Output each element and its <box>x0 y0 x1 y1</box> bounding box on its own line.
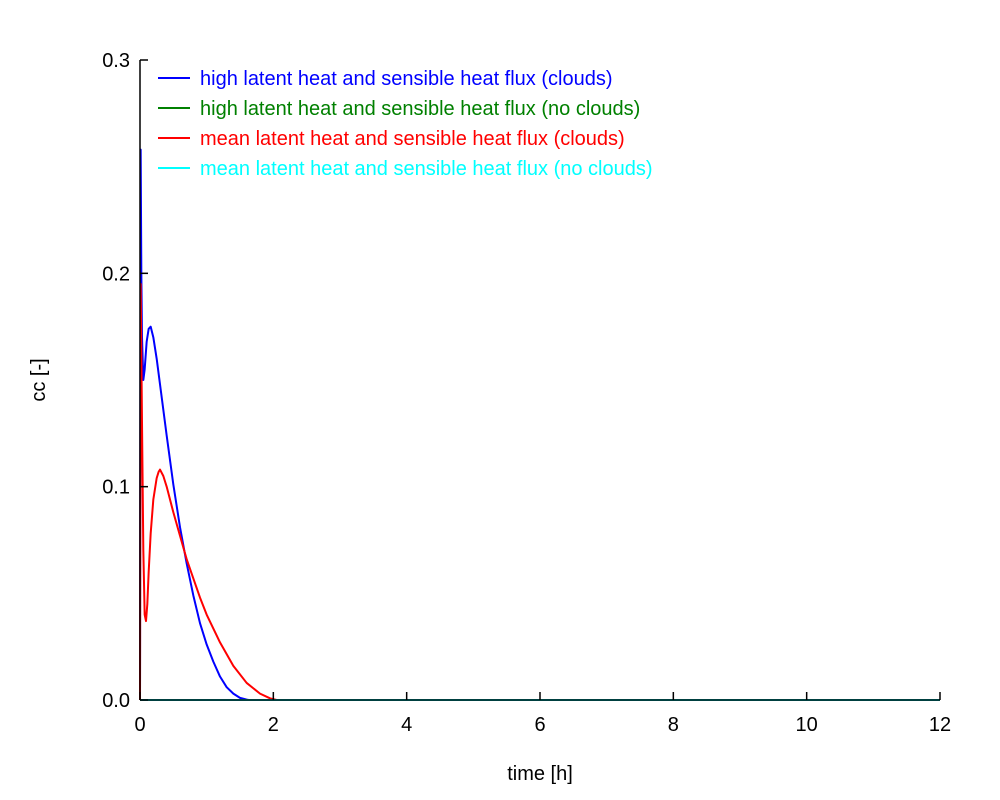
y-tick-label: 0.1 <box>102 477 130 499</box>
legend: high latent heat and sensible heat flux … <box>158 68 653 180</box>
x-tick-label: 10 <box>796 714 818 736</box>
y-tick-label: 0.2 <box>102 263 130 285</box>
x-tick-label: 6 <box>534 714 545 736</box>
legend-entry-1: high latent heat and sensible heat flux … <box>200 68 613 90</box>
x-tick-label: 8 <box>668 714 679 736</box>
x-tick-label: 4 <box>401 714 412 736</box>
x-axis-label: time [h] <box>507 763 573 785</box>
x-tick-label: 12 <box>929 714 951 736</box>
legend-entry-3: mean latent heat and sensible heat flux … <box>200 128 625 150</box>
y-axis-label: cc [-] <box>28 358 50 401</box>
series-line-1 <box>139 148 940 701</box>
y-tick-label: 0.3 <box>102 50 130 72</box>
x-tick-label: 2 <box>268 714 279 736</box>
series-line-3 <box>139 283 940 701</box>
axes-layer: 0 2 4 6 8 10 12 0.0 0.1 0.2 0.3 <box>102 50 951 736</box>
legend-entry-4: mean latent heat and sensible heat flux … <box>200 158 653 180</box>
y-tick-label: 0.0 <box>102 690 130 712</box>
x-tick-label: 0 <box>134 714 145 736</box>
legend-entry-2: high latent heat and sensible heat flux … <box>200 98 640 120</box>
series-layer <box>139 148 940 701</box>
